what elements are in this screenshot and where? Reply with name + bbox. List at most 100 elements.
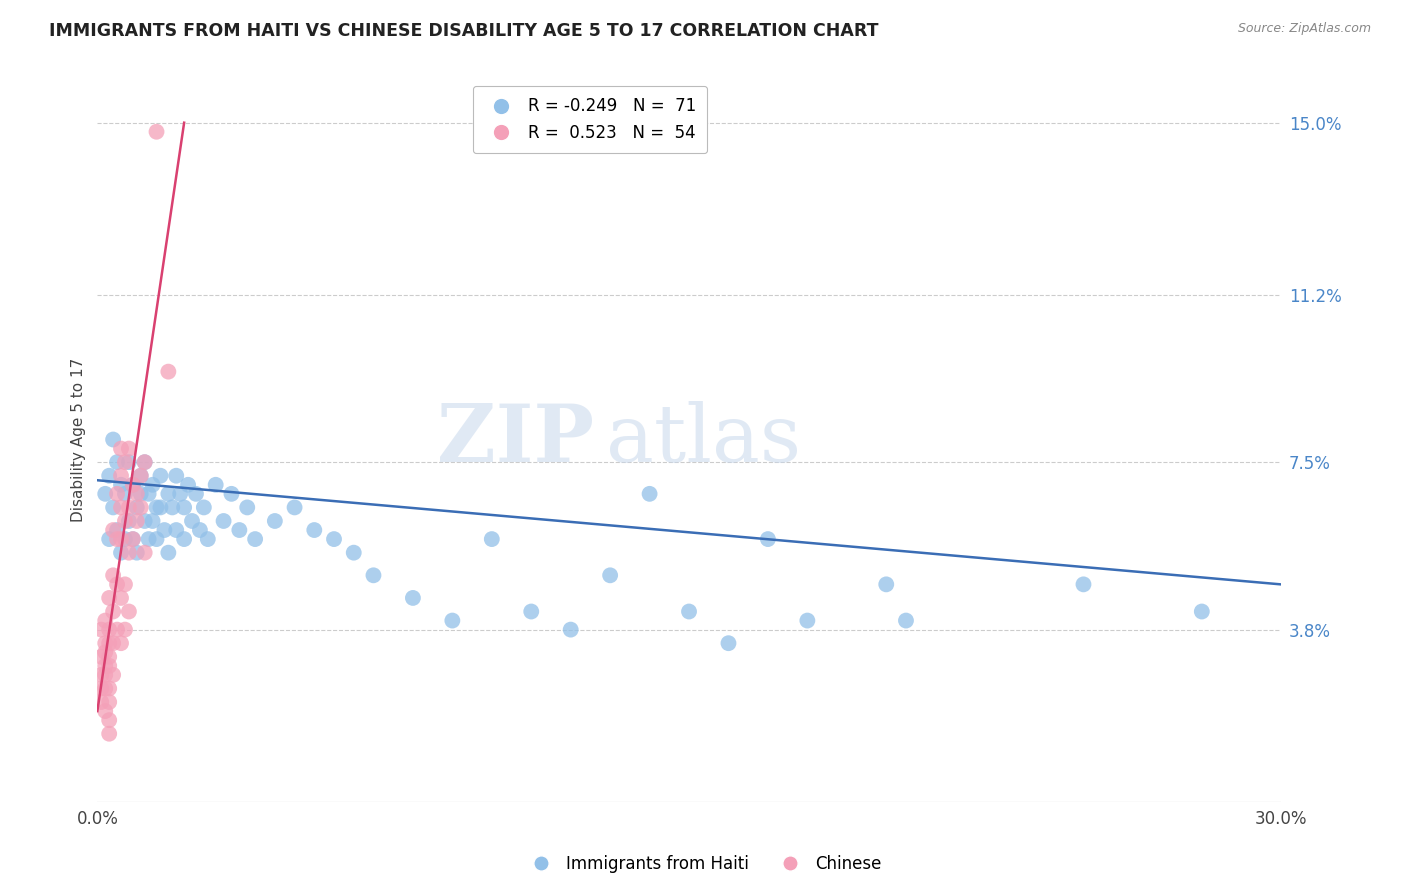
Point — [101, 500, 124, 515]
Point — [114, 577, 136, 591]
Point — [90, 649, 112, 664]
Point — [149, 500, 172, 515]
Point — [101, 433, 124, 447]
Point — [118, 442, 141, 456]
Point — [134, 455, 156, 469]
Point — [560, 623, 582, 637]
Point — [94, 645, 117, 659]
Point — [481, 532, 503, 546]
Point — [638, 487, 661, 501]
Point — [110, 468, 132, 483]
Point — [101, 568, 124, 582]
Point — [118, 514, 141, 528]
Point — [90, 623, 112, 637]
Point — [125, 487, 148, 501]
Point — [114, 623, 136, 637]
Text: Source: ZipAtlas.com: Source: ZipAtlas.com — [1237, 22, 1371, 36]
Point — [142, 477, 165, 491]
Point — [221, 487, 243, 501]
Point — [118, 500, 141, 515]
Point — [121, 532, 143, 546]
Point — [263, 514, 285, 528]
Point — [441, 614, 464, 628]
Point — [145, 532, 167, 546]
Point — [212, 514, 235, 528]
Point — [162, 500, 184, 515]
Text: IMMIGRANTS FROM HAITI VS CHINESE DISABILITY AGE 5 TO 17 CORRELATION CHART: IMMIGRANTS FROM HAITI VS CHINESE DISABIL… — [49, 22, 879, 40]
Point — [157, 487, 180, 501]
Point — [717, 636, 740, 650]
Point — [894, 614, 917, 628]
Point — [118, 455, 141, 469]
Point — [177, 477, 200, 491]
Point — [110, 477, 132, 491]
Point — [169, 487, 191, 501]
Point — [173, 500, 195, 515]
Point — [98, 658, 121, 673]
Point — [145, 125, 167, 139]
Point — [129, 468, 152, 483]
Point — [90, 695, 112, 709]
Text: ZIP: ZIP — [437, 401, 595, 478]
Point — [110, 546, 132, 560]
Point — [105, 523, 128, 537]
Point — [94, 614, 117, 628]
Point — [520, 605, 543, 619]
Point — [94, 704, 117, 718]
Point — [101, 523, 124, 537]
Point — [197, 532, 219, 546]
Legend: Immigrants from Haiti, Chinese: Immigrants from Haiti, Chinese — [517, 848, 889, 880]
Point — [157, 365, 180, 379]
Point — [363, 568, 385, 582]
Point — [98, 623, 121, 637]
Point — [98, 468, 121, 483]
Point — [101, 636, 124, 650]
Point — [94, 668, 117, 682]
Point — [1191, 605, 1213, 619]
Point — [756, 532, 779, 546]
Point — [343, 546, 366, 560]
Point — [98, 532, 121, 546]
Point — [90, 668, 112, 682]
Point — [110, 636, 132, 650]
Point — [121, 477, 143, 491]
Point — [118, 605, 141, 619]
Point — [105, 532, 128, 546]
Legend: R = -0.249   N =  71, R =  0.523   N =  54: R = -0.249 N = 71, R = 0.523 N = 54 — [472, 86, 707, 153]
Point — [90, 681, 112, 696]
Point — [402, 591, 425, 605]
Point — [101, 605, 124, 619]
Point — [121, 477, 143, 491]
Point — [125, 546, 148, 560]
Point — [129, 500, 152, 515]
Point — [98, 695, 121, 709]
Text: atlas: atlas — [606, 401, 801, 478]
Point — [184, 487, 207, 501]
Point — [153, 523, 176, 537]
Point — [114, 455, 136, 469]
Point — [114, 532, 136, 546]
Point — [149, 468, 172, 483]
Point — [875, 577, 897, 591]
Point — [105, 577, 128, 591]
Point — [129, 487, 152, 501]
Point — [145, 500, 167, 515]
Point — [94, 487, 117, 501]
Point — [204, 477, 226, 491]
Point — [98, 649, 121, 664]
Point — [165, 523, 187, 537]
Point — [599, 568, 621, 582]
Point — [110, 532, 132, 546]
Point — [142, 514, 165, 528]
Point — [134, 514, 156, 528]
Point — [284, 500, 307, 515]
Point — [105, 455, 128, 469]
Point — [138, 487, 160, 501]
Point — [165, 468, 187, 483]
Point — [114, 514, 136, 528]
Point — [94, 681, 117, 696]
Point — [134, 546, 156, 560]
Point — [304, 523, 326, 537]
Point — [138, 532, 160, 546]
Point — [114, 487, 136, 501]
